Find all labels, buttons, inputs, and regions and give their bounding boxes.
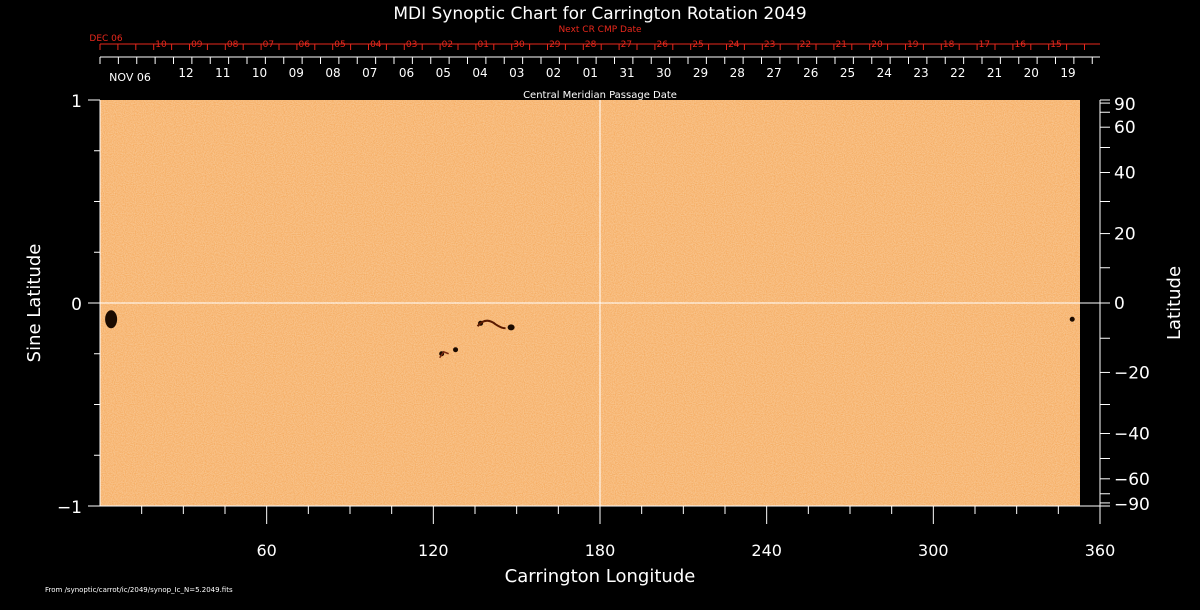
red-date-label: 07 [263,40,274,50]
x-axis-label: Carrington Longitude [505,566,696,587]
red-date-label: 20 [871,40,883,50]
white-date-label: 29 [693,66,708,80]
red-date-label: 01 [477,40,488,50]
white-date-label: 12 [178,66,193,80]
white-date-label: 09 [289,66,304,80]
white-date-label: 03 [509,66,524,80]
left-y-tick-label: −1 [57,498,82,518]
red-date-label: 04 [370,40,382,50]
white-date-label: 22 [950,66,965,80]
sunspot-trail [439,350,449,359]
chart-title: MDI Synoptic Chart for Carrington Rotati… [393,4,806,24]
left-y-axis-label: Sine Latitude [24,244,45,363]
x-tick-label: 60 [256,541,276,560]
red-date-label: 29 [549,40,561,50]
white-axis-start: NOV 06 [109,71,151,84]
white-date-label: 24 [877,66,892,80]
sunspot [105,310,118,329]
right-y-tick-label: 40 [1114,164,1136,184]
right-y-tick-label: −20 [1114,363,1150,383]
x-tick-label: 120 [418,541,449,560]
white-date-label: 07 [362,66,377,80]
white-date-label: 28 [730,66,745,80]
red-date-label: 23 [764,40,775,50]
right-y-tick-label: −60 [1114,470,1150,490]
red-date-label: 16 [1014,40,1026,50]
cmp-axis-label: Central Meridian Passage Date [523,90,677,101]
right-y-tick-label: −40 [1114,424,1150,444]
sunspot [507,324,515,331]
x-tick-label: 360 [1085,541,1116,560]
white-date-label: 05 [436,66,451,80]
right-y-axis-ticks: 90 60 40 20 0 −20 −40 −60 −90 [1100,95,1150,515]
red-axis-label: Next CR CMP Date [558,25,642,35]
white-axis-ticks: 12 11 10 09 08 07 06 05 04 03 02 01 31 30 29 28 27 26 25 24… [99,57,1093,80]
red-date-label: 24 [728,40,740,50]
white-date-label: 20 [1024,66,1039,80]
white-date-label: 26 [803,66,818,80]
white-date-label: 10 [252,66,267,80]
red-date-label: 02 [442,40,453,50]
red-date-label: 21 [835,40,846,50]
sunspot [1069,316,1075,322]
red-date-label: 28 [585,40,597,50]
red-date-label: 25 [692,40,703,50]
right-y-tick-label: 20 [1114,225,1136,245]
sunspot-trail [476,319,506,330]
white-date-label: 21 [987,66,1002,80]
white-date-label: 06 [399,66,414,80]
red-date-label: 05 [334,40,345,50]
red-date-label: 17 [979,40,990,50]
red-date-label: 30 [513,40,525,50]
red-date-label: 26 [656,40,668,50]
white-date-label: 27 [766,66,781,80]
white-date-label: 08 [325,66,340,80]
white-date-label: 30 [656,66,671,80]
white-date-label: 23 [913,66,928,80]
right-y-axis-label: Latitude [1164,266,1185,340]
white-date-label: 02 [546,66,561,80]
red-date-label: 09 [191,40,203,50]
x-axis-ticks: 60 120 180 240 300 360 [141,506,1116,560]
sunspot-features [105,310,1075,359]
sunspot [453,347,459,353]
white-date-label: 11 [215,66,230,80]
red-date-label: 19 [907,40,919,50]
red-date-label: 03 [406,40,417,50]
white-date-label: 31 [619,66,634,80]
right-y-tick-label: 0 [1114,294,1125,314]
left-y-axis-ticks: 1 0 −1 [57,92,100,518]
white-date-label: 19 [1060,66,1075,80]
x-tick-label: 300 [918,541,949,560]
red-date-label: 27 [621,40,632,50]
white-date-label: 25 [840,66,855,80]
red-axis-start: DEC 06 [89,34,122,44]
left-y-tick-label: 0 [71,295,82,315]
right-y-tick-label: 90 [1114,95,1136,115]
red-date-label: 10 [155,40,167,50]
red-date-label: 08 [227,40,239,50]
x-tick-label: 240 [751,541,782,560]
x-tick-label: 180 [585,541,616,560]
source-footer: From /synoptic/carrot/ic/2049/synop_Ic_N… [45,586,233,594]
red-date-label: 18 [943,40,955,50]
red-date-label: 15 [1050,40,1061,50]
white-date-label: 01 [583,66,598,80]
red-axis-ticks: 10 09 08 07 06 05 04 03 02 01 30 29 28 27 26 25 24 23 22 21… [99,40,1085,50]
right-y-tick-label: −90 [1114,495,1150,515]
red-date-label: 22 [800,40,811,50]
white-date-label: 04 [472,66,487,80]
red-date-label: 06 [298,40,310,50]
left-y-tick-label: 1 [71,92,82,112]
right-y-tick-label: 60 [1114,118,1136,138]
